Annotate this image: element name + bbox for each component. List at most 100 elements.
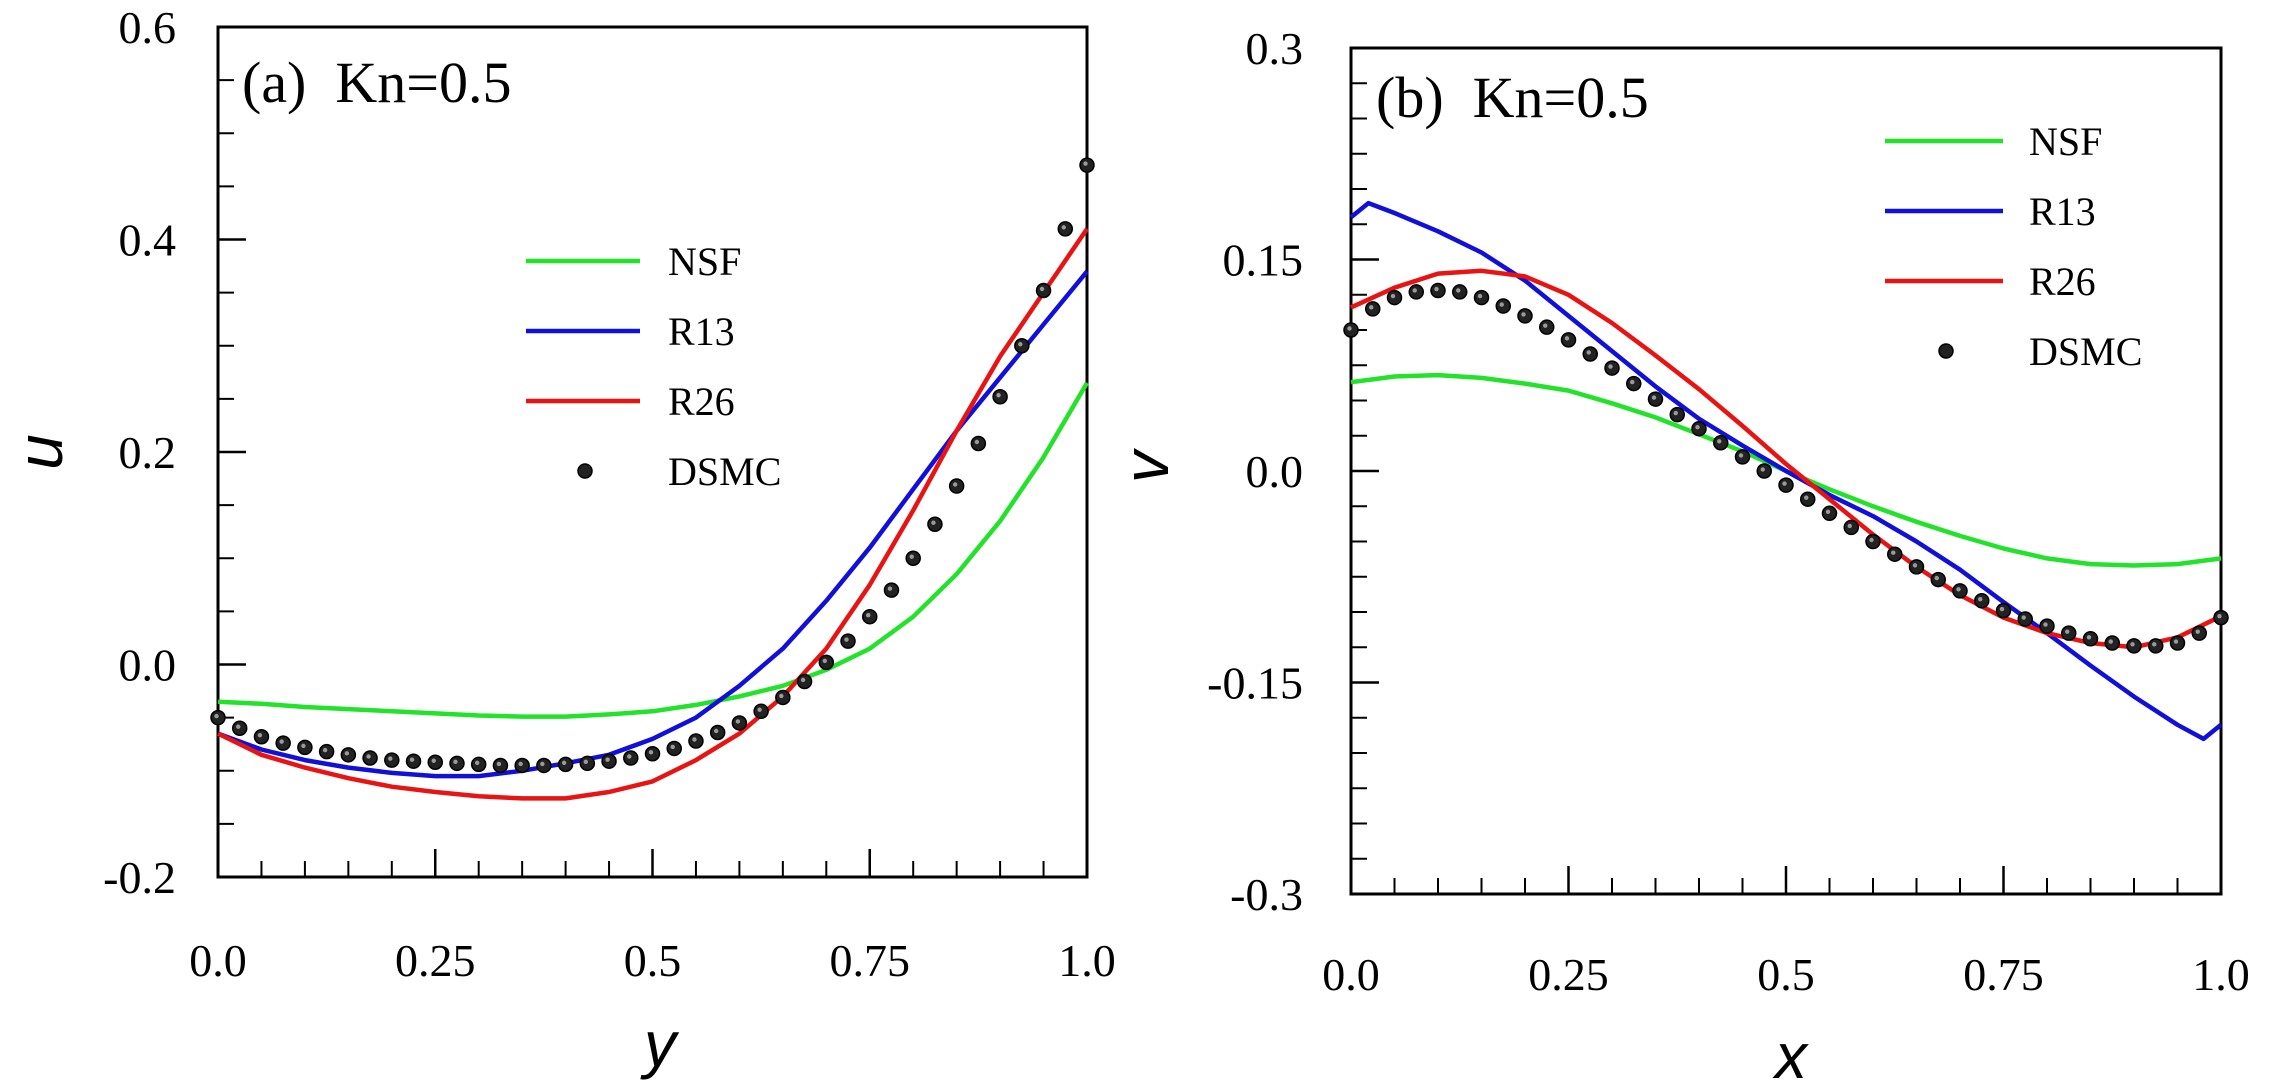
dsmc-point-highlight: [2065, 629, 2070, 634]
panel-a-series: [210, 157, 1095, 801]
dsmc-point-highlight: [1521, 312, 1526, 317]
dsmc-point-highlight: [2021, 615, 2026, 620]
dsmc-point-highlight: [431, 758, 436, 763]
legend-label-r13: R13: [668, 309, 735, 354]
dsmc-point-highlight: [214, 713, 219, 719]
dsmc-point-highlight: [779, 693, 784, 699]
dsmc-point-highlight: [1412, 288, 1417, 293]
legend-label-r26: R26: [2029, 259, 2096, 304]
dsmc-point-highlight: [627, 754, 632, 759]
x-tick-label: 0.5: [624, 935, 682, 986]
dsmc-point-highlight: [496, 761, 502, 767]
series-line-r26: [1350, 268, 2222, 650]
legend-label-r13: R13: [2029, 189, 2096, 234]
dsmc-point-highlight: [605, 757, 610, 762]
dsmc-point-highlight: [1869, 537, 1874, 543]
dsmc-point-highlight: [1586, 350, 1591, 355]
y-tick-label: 0.3: [1246, 23, 1304, 74]
y-tick-label: 0.15: [1223, 235, 1304, 286]
dsmc-point-highlight: [1978, 597, 1983, 602]
dsmc-point-highlight: [2043, 622, 2048, 627]
dsmc-point-highlight: [583, 759, 589, 765]
dsmc-point-highlight: [1738, 453, 1744, 458]
dsmc-point-highlight: [1564, 336, 1570, 341]
dsmc-point-highlight: [1717, 439, 1722, 444]
dsmc-point-highlight: [866, 612, 871, 618]
legend-swatch-dsmc: [1938, 343, 1954, 359]
dsmc-point-highlight: [2217, 613, 2222, 619]
dsmc-point-highlight: [909, 554, 914, 559]
x-tick-label: 1.0: [1058, 935, 1116, 986]
panel-a-x-axis-label: y: [640, 1008, 680, 1080]
dsmc-point-highlight: [1891, 550, 1896, 555]
dsmc-point-highlight: [366, 754, 371, 759]
series-line-r26: [217, 227, 1089, 801]
dsmc-point-highlight: [887, 586, 893, 591]
y-tick-label: -0.3: [1230, 869, 1303, 920]
x-tick-label: 1.0: [2192, 949, 2250, 1000]
dsmc-point-highlight: [822, 658, 827, 664]
legend-label-nsf: NSF: [668, 239, 741, 284]
dsmc-point-highlight: [1630, 379, 1635, 385]
dsmc-point-highlight: [1956, 587, 1961, 592]
x-tick-label: 0.5: [1757, 949, 1815, 1000]
x-tick-label: 0.0: [1322, 949, 1380, 1000]
y-tick-label: -0.2: [103, 852, 176, 903]
dsmc-point-highlight: [1847, 523, 1852, 529]
dsmc-point-highlight: [1083, 161, 1088, 166]
dsmc-point-highlight: [2152, 642, 2157, 647]
y-tick-label: 0.2: [119, 427, 177, 478]
y-tick-label: -0.15: [1207, 658, 1303, 709]
panel-b-series: [1343, 200, 2229, 742]
dsmc-point-highlight: [2130, 642, 2135, 647]
dsmc-point-highlight: [974, 439, 980, 445]
legend-label-dsmc: DSMC: [668, 449, 781, 494]
dsmc-point-highlight: [236, 724, 241, 729]
panel-a: 0.0 0.25 0.5 0.75 1.0 -0.2 0.0 0.2 0.4 0.6 (a) Kn…: [4, 2, 1116, 1080]
dsmc-point-highlight: [1039, 286, 1045, 292]
dsmc-point-highlight: [1608, 364, 1613, 369]
panel-a-title: (a) Kn=0.5: [242, 50, 511, 115]
dsmc-point-highlight: [344, 751, 350, 756]
dsmc-point-highlight: [1543, 323, 1548, 328]
dsmc-point-highlight: [931, 520, 936, 525]
dsmc-point-highlight: [1390, 293, 1396, 299]
dsmc-point-highlight: [388, 756, 393, 761]
dsmc-point-highlight: [301, 743, 306, 749]
panel-b: 0.0 0.25 0.5 0.75 1.0 -0.3 -0.15 0.0 0.15 0.3 (b)…: [1110, 23, 2250, 1084]
legend-label-dsmc: DSMC: [2029, 329, 2142, 374]
dsmc-point-highlight: [713, 728, 719, 734]
panel-b-ticks: 0.0 0.25 0.5 0.75 1.0 -0.3 -0.15 0.0 0.15 0.3: [1207, 23, 2250, 1000]
dsmc-point-highlight: [757, 707, 762, 712]
dsmc-point-highlight: [1477, 293, 1483, 299]
panel-b-x-axis-label: x: [1772, 1020, 1809, 1084]
x-tick-label: 0.75: [1963, 949, 2044, 1000]
dsmc-point-highlight: [1782, 481, 1787, 486]
dsmc-point-highlight: [1499, 302, 1504, 307]
dsmc-point-highlight: [1369, 305, 1374, 310]
dsmc-point-highlight: [1651, 395, 1657, 400]
y-tick-label: 0.6: [119, 2, 177, 53]
dsmc-point-highlight: [279, 739, 284, 744]
dsmc-point-highlight: [1061, 225, 1066, 230]
dsmc-point-highlight: [2108, 639, 2113, 644]
dsmc-point-highlight: [670, 744, 675, 750]
dsmc-point-highlight: [2173, 639, 2179, 644]
dsmc-point-highlight: [1912, 563, 1918, 568]
dsmc-point-highlight: [2195, 629, 2200, 634]
dsmc-point-highlight: [952, 482, 958, 487]
dsmc-point-highlight: [692, 737, 697, 742]
x-tick-label: 0.0: [189, 935, 247, 986]
panel-a-ticks: 0.0 0.25 0.5 0.75 1.0 -0.2 0.0 0.2 0.4 0.6: [103, 2, 1116, 986]
y-tick-label: 0.0: [1246, 446, 1304, 497]
x-tick-label: 0.25: [395, 935, 476, 986]
dsmc-point-highlight: [540, 761, 545, 767]
panel-b-title: (b) Kn=0.5: [1376, 65, 1649, 130]
dsmc-point-highlight: [1934, 575, 1939, 581]
y-tick-label: 0.0: [119, 640, 177, 691]
y-tick-label: 0.4: [119, 215, 177, 266]
panel-a-y-axis-label: u: [4, 434, 76, 470]
panel-b-legend: NSF R13 R26 DSMC: [1885, 119, 2142, 374]
dsmc-point-highlight: [1760, 467, 1765, 472]
